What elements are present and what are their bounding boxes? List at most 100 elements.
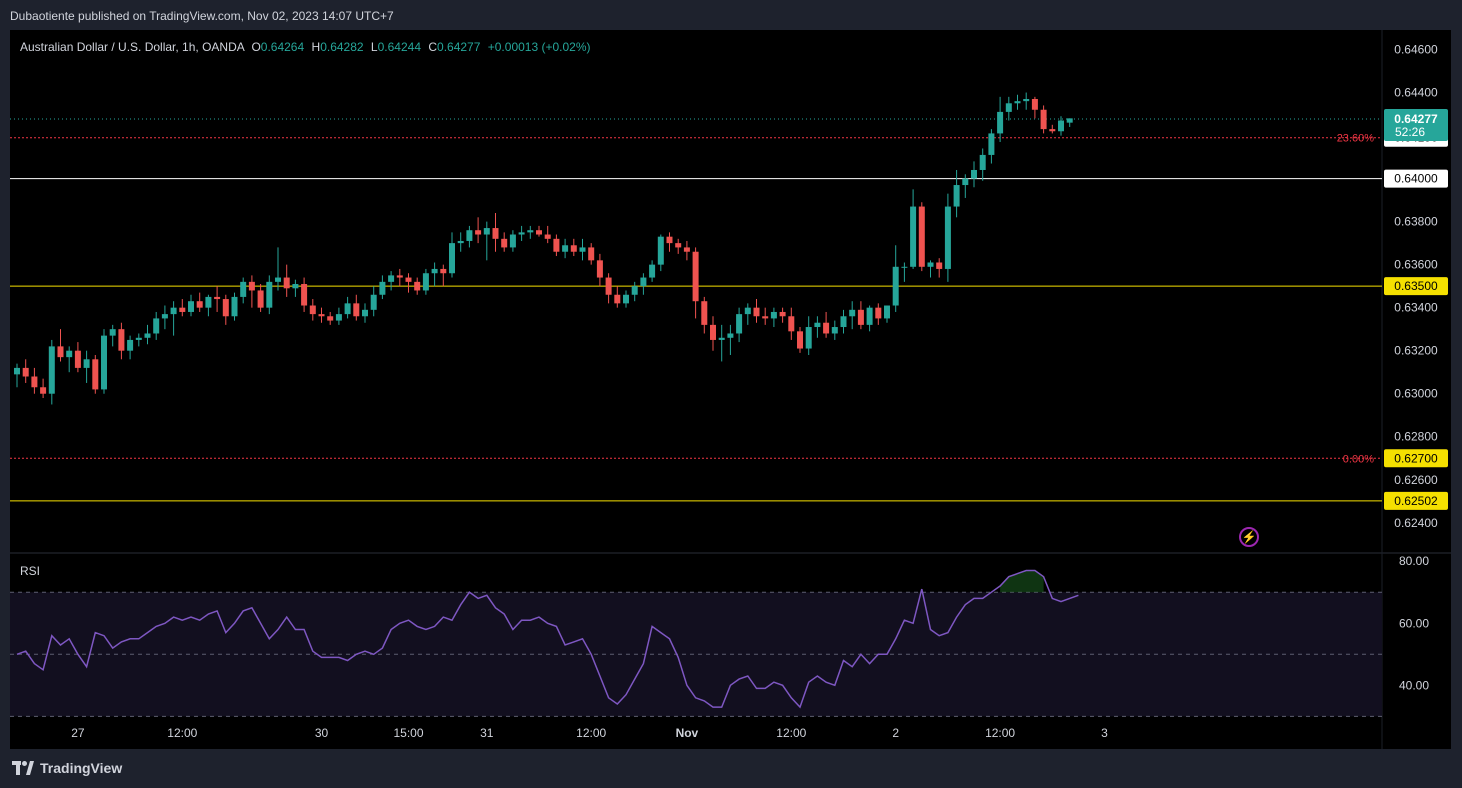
level-price-label: 0.62502 (1394, 494, 1438, 508)
candle-body (797, 331, 803, 349)
candle-body (762, 316, 769, 319)
candle-body (153, 318, 160, 334)
candle-body (283, 277, 290, 289)
time-tick-label: 31 (480, 726, 494, 740)
candle-body (736, 314, 743, 334)
fib-level-label: 0.00% (1343, 453, 1374, 465)
candle-body (1005, 103, 1012, 112)
price-tick-label: 0.63200 (1394, 344, 1438, 358)
change-value: +0.00013 (+0.02%) (487, 40, 591, 54)
candle-body (1014, 101, 1021, 104)
candle-body (840, 316, 847, 328)
candle-body (614, 294, 621, 304)
candle-body (127, 339, 134, 351)
candle-body (161, 314, 168, 319)
low-value: 0.64244 (377, 40, 421, 54)
candle-body (623, 294, 629, 304)
candle-body (466, 230, 473, 241)
candle-body (31, 376, 38, 388)
level-price-label: 0.64000 (1394, 172, 1438, 186)
candle-body (292, 284, 299, 289)
candle-body (196, 301, 203, 308)
candle-body (14, 367, 20, 375)
candle-body (74, 350, 81, 368)
low-label: L (370, 40, 378, 54)
tradingview-logo[interactable]: TradingView (12, 760, 122, 776)
candle-body (335, 314, 342, 321)
candle-body (536, 230, 542, 235)
candle-body (405, 277, 412, 282)
last-price-label: 0.64277 (1394, 112, 1438, 126)
candle-body (666, 236, 673, 244)
candle-body (309, 305, 316, 315)
time-tick-label: 30 (315, 726, 329, 740)
candle-body (92, 359, 99, 390)
rsi-line (16, 569, 1079, 709)
candle-body (214, 296, 221, 300)
price-tick-label: 0.64400 (1394, 86, 1438, 100)
tradingview-logo-icon (12, 761, 34, 775)
candle-body (910, 206, 917, 267)
candle-body (518, 232, 525, 235)
candle-body (701, 301, 708, 325)
level-price-label: 0.62700 (1394, 451, 1438, 465)
rsi-tick-label: 80.00 (1399, 554, 1429, 568)
last-price-tag (1384, 108, 1448, 141)
time-tick-label: 15:00 (393, 726, 423, 740)
bar-countdown-label: 52:26 (1395, 125, 1425, 139)
candle-body (422, 273, 429, 291)
price-tick-label: 0.62400 (1394, 516, 1438, 530)
candle-body (944, 206, 951, 269)
candle-body (875, 307, 882, 319)
candle-body (710, 324, 716, 340)
candle-body (979, 154, 986, 170)
time-tick-label: 3 (1101, 726, 1108, 740)
candle-body (179, 307, 186, 312)
candle-body (205, 296, 212, 308)
candle-body (101, 335, 107, 390)
candle-body (953, 185, 960, 207)
candle-body (1049, 129, 1056, 132)
candle-body (588, 247, 595, 261)
lightning-icon[interactable]: ⚡ (1239, 527, 1259, 547)
candle-body (631, 286, 638, 295)
price-tick-label: 0.63600 (1394, 258, 1438, 272)
candle-body (501, 238, 508, 248)
candle-body (414, 281, 421, 291)
candle-body (22, 367, 29, 377)
candle-body (431, 268, 438, 274)
candle-body (527, 230, 534, 233)
candle-body (388, 275, 395, 282)
candle-body (1066, 118, 1073, 123)
candle-body (57, 346, 64, 358)
candle-body (240, 281, 247, 297)
candle-body (109, 329, 116, 336)
candle-body (779, 311, 786, 317)
candle-body (370, 294, 377, 310)
level-price-tag (1384, 491, 1448, 510)
candle-body (918, 206, 925, 267)
candle-body (683, 247, 690, 252)
rsi-band-background (10, 592, 1382, 717)
candle-body (144, 333, 151, 338)
candle-body (753, 307, 760, 317)
candle-body (449, 243, 455, 274)
price-tick-label: 0.62800 (1394, 430, 1438, 444)
candle-body (866, 307, 873, 325)
rsi-tick-label: 40.00 (1399, 678, 1429, 692)
candle-body (936, 262, 943, 269)
candle-body (396, 275, 403, 278)
rsi-pane-title: RSI (20, 564, 41, 578)
candle-body (475, 230, 482, 235)
price-tick-label: 0.63800 (1394, 215, 1438, 229)
candle-body (562, 245, 569, 252)
candle-body (927, 262, 934, 267)
candle-body (231, 296, 238, 317)
candle-body (483, 228, 490, 235)
candle-body (248, 281, 255, 291)
candle-body (1031, 98, 1038, 110)
candle-body (857, 309, 864, 325)
candle-body (66, 350, 73, 358)
candle-body (344, 303, 351, 315)
